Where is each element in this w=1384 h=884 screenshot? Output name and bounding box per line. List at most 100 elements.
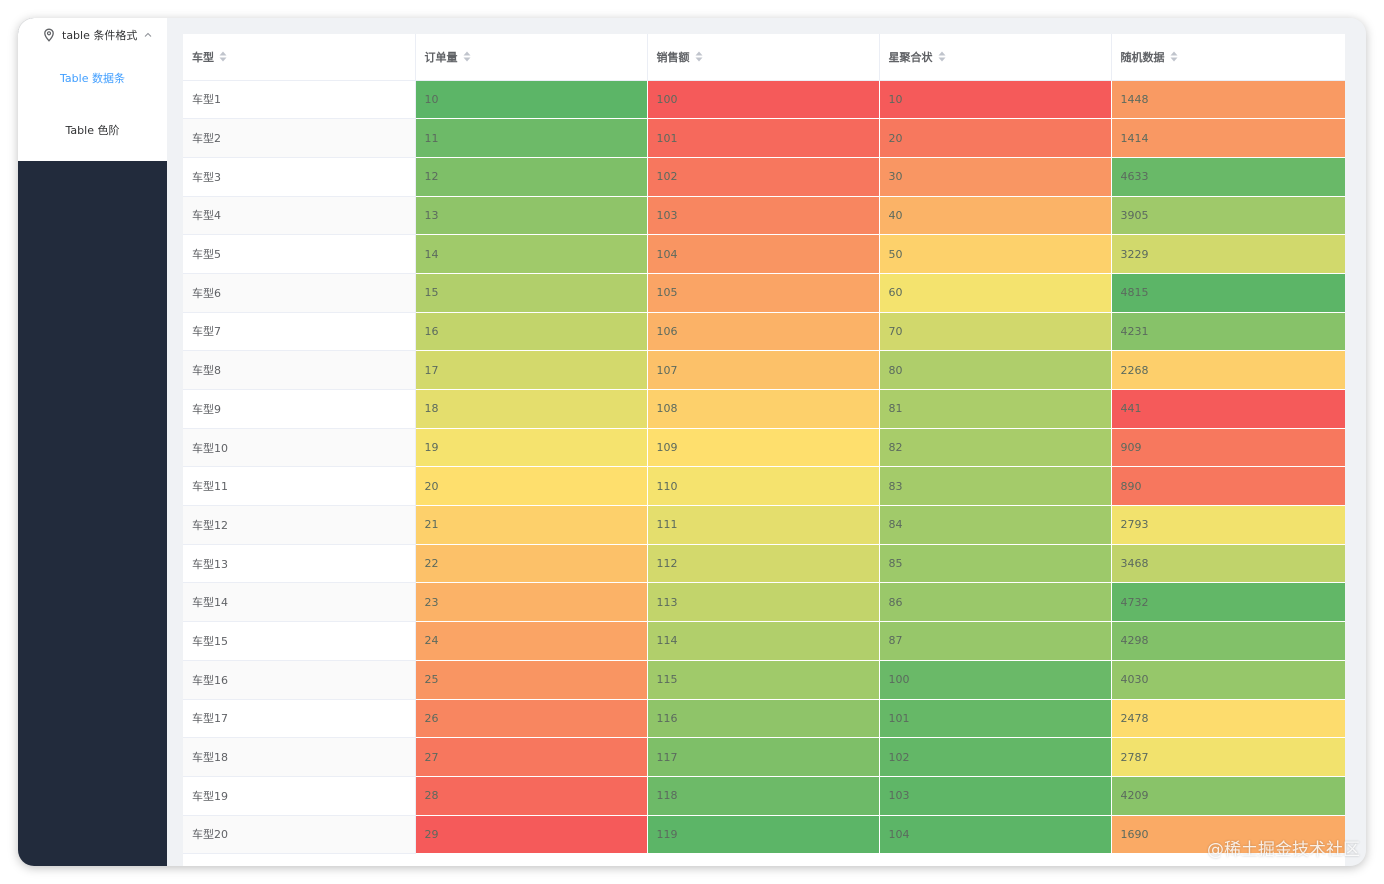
heat-cell: 26 bbox=[415, 699, 648, 739]
table-row: 车型4 13 103 40 3905 bbox=[183, 196, 1345, 236]
table-row: 车型11 20 110 83 890 bbox=[183, 466, 1345, 507]
table-row: 车型14 23 113 86 4732 bbox=[183, 582, 1345, 623]
heat-cell: 4209 bbox=[1111, 776, 1345, 816]
heat-cell: 15 bbox=[415, 273, 648, 313]
model-cell: 车型9 bbox=[183, 389, 416, 429]
sort-caret-icon[interactable] bbox=[695, 51, 703, 62]
heat-cell: 101 bbox=[647, 118, 880, 158]
heat-cell: 100 bbox=[647, 80, 880, 120]
column-header-label: 随机数据 bbox=[1120, 50, 1165, 64]
heat-cell: 102 bbox=[879, 737, 1112, 777]
submenu-title[interactable]: table 条件格式 bbox=[18, 18, 167, 52]
model-cell: 车型17 bbox=[183, 699, 416, 739]
table-row: 车型3 12 102 30 4633 bbox=[183, 157, 1345, 197]
column-header[interactable]: 销售额 bbox=[647, 34, 880, 81]
sort-caret-icon[interactable] bbox=[1170, 51, 1178, 62]
column-header[interactable]: 星聚合状 bbox=[879, 34, 1112, 81]
table-row: 车型17 26 116 101 2478 bbox=[183, 699, 1345, 739]
model-cell: 车型2 bbox=[183, 118, 416, 158]
model-cell: 车型6 bbox=[183, 273, 416, 313]
heat-cell: 102 bbox=[647, 157, 880, 197]
heat-cell: 3468 bbox=[1111, 544, 1345, 584]
heat-cell: 3229 bbox=[1111, 234, 1345, 274]
model-cell: 车型10 bbox=[183, 428, 416, 468]
heat-cell: 4732 bbox=[1111, 582, 1345, 623]
heat-cell: 40 bbox=[879, 196, 1112, 236]
sort-caret-icon[interactable] bbox=[463, 51, 471, 62]
table-row: 车型12 21 111 84 2793 bbox=[183, 505, 1345, 545]
heat-cell: 104 bbox=[879, 815, 1112, 855]
heat-cell: 109 bbox=[647, 428, 880, 468]
model-cell: 车型13 bbox=[183, 544, 416, 584]
table-row: 车型16 25 115 100 4030 bbox=[183, 660, 1345, 700]
table-row: 车型18 27 117 102 2787 bbox=[183, 737, 1345, 777]
model-cell: 车型18 bbox=[183, 737, 416, 777]
heat-cell: 30 bbox=[879, 157, 1112, 197]
model-cell: 车型1 bbox=[183, 80, 416, 120]
heat-cell: 16 bbox=[415, 312, 648, 352]
heat-cell: 2268 bbox=[1111, 350, 1345, 390]
model-cell: 车型3 bbox=[183, 157, 416, 197]
model-cell: 车型12 bbox=[183, 505, 416, 545]
sidebar-item-label: Table 色阶 bbox=[65, 124, 120, 137]
heat-cell: 1690 bbox=[1111, 815, 1345, 855]
sidebar-item-label: Table 数据条 bbox=[60, 72, 125, 85]
heat-cell: 13 bbox=[415, 196, 648, 236]
model-cell: 车型14 bbox=[183, 582, 416, 623]
model-cell: 车型19 bbox=[183, 776, 416, 816]
heat-cell: 60 bbox=[879, 273, 1112, 313]
model-cell: 车型16 bbox=[183, 660, 416, 700]
table-row: 车型2 11 101 20 1414 bbox=[183, 118, 1345, 158]
model-cell: 车型11 bbox=[183, 466, 416, 507]
table-row: 车型8 17 107 80 2268 bbox=[183, 350, 1345, 390]
heat-cell: 1448 bbox=[1111, 80, 1345, 120]
table-row: 车型9 18 108 81 441 bbox=[183, 389, 1345, 429]
heat-cell: 110 bbox=[647, 466, 880, 507]
column-header-label: 订单量 bbox=[424, 50, 458, 64]
heat-cell: 19 bbox=[415, 428, 648, 468]
heat-cell: 118 bbox=[647, 776, 880, 816]
watermark: @稀土掘金技术社区 bbox=[1207, 840, 1360, 860]
heat-cell: 80 bbox=[879, 350, 1112, 390]
main-content: 车型 订单量 销售额 星聚合状 随机数据 车型1 10 100 10 1448 车型2 11 101 2… bbox=[167, 18, 1366, 866]
heat-cell: 24 bbox=[415, 621, 648, 661]
table-row: 车型19 28 118 103 4209 bbox=[183, 776, 1345, 816]
heat-cell: 20 bbox=[879, 118, 1112, 158]
sort-caret-icon[interactable] bbox=[938, 51, 946, 62]
heat-cell: 108 bbox=[647, 389, 880, 429]
heat-cell: 17 bbox=[415, 350, 648, 390]
table-row: 车型6 15 105 60 4815 bbox=[183, 273, 1345, 313]
heat-cell: 104 bbox=[647, 234, 880, 274]
heat-cell: 117 bbox=[647, 737, 880, 777]
sort-caret-icon[interactable] bbox=[219, 51, 227, 62]
model-cell: 车型20 bbox=[183, 815, 416, 855]
column-header[interactable]: 订单量 bbox=[415, 34, 648, 81]
heat-cell: 119 bbox=[647, 815, 880, 855]
table-row: 车型7 16 106 70 4231 bbox=[183, 312, 1345, 352]
heat-cell: 890 bbox=[1111, 466, 1345, 507]
heat-cell: 4030 bbox=[1111, 660, 1345, 700]
sidebar-item-color-scale[interactable]: Table 色阶 bbox=[18, 104, 167, 156]
model-cell: 车型15 bbox=[183, 621, 416, 661]
heat-cell: 111 bbox=[647, 505, 880, 545]
sidebar-item-data-bar[interactable]: Table 数据条 bbox=[18, 52, 167, 104]
heat-cell: 70 bbox=[879, 312, 1112, 352]
heat-cell: 23 bbox=[415, 582, 648, 623]
model-cell: 车型7 bbox=[183, 312, 416, 352]
table-row: 车型5 14 104 50 3229 bbox=[183, 234, 1345, 274]
heat-cell: 86 bbox=[879, 582, 1112, 623]
heat-cell: 106 bbox=[647, 312, 880, 352]
column-header[interactable]: 随机数据 bbox=[1111, 34, 1345, 81]
heat-cell: 103 bbox=[647, 196, 880, 236]
heat-cell: 10 bbox=[879, 80, 1112, 120]
heat-cell: 29 bbox=[415, 815, 648, 855]
heat-cell: 87 bbox=[879, 621, 1112, 661]
heat-cell: 909 bbox=[1111, 428, 1345, 468]
heat-cell: 83 bbox=[879, 466, 1112, 507]
column-header[interactable]: 车型 bbox=[183, 34, 416, 81]
data-table: 车型 订单量 销售额 星聚合状 随机数据 车型1 10 100 10 1448 车型2 11 101 2… bbox=[183, 34, 1345, 866]
heat-cell: 28 bbox=[415, 776, 648, 816]
heat-cell: 105 bbox=[647, 273, 880, 313]
heat-cell: 100 bbox=[879, 660, 1112, 700]
chevron-up-icon bbox=[144, 32, 152, 37]
